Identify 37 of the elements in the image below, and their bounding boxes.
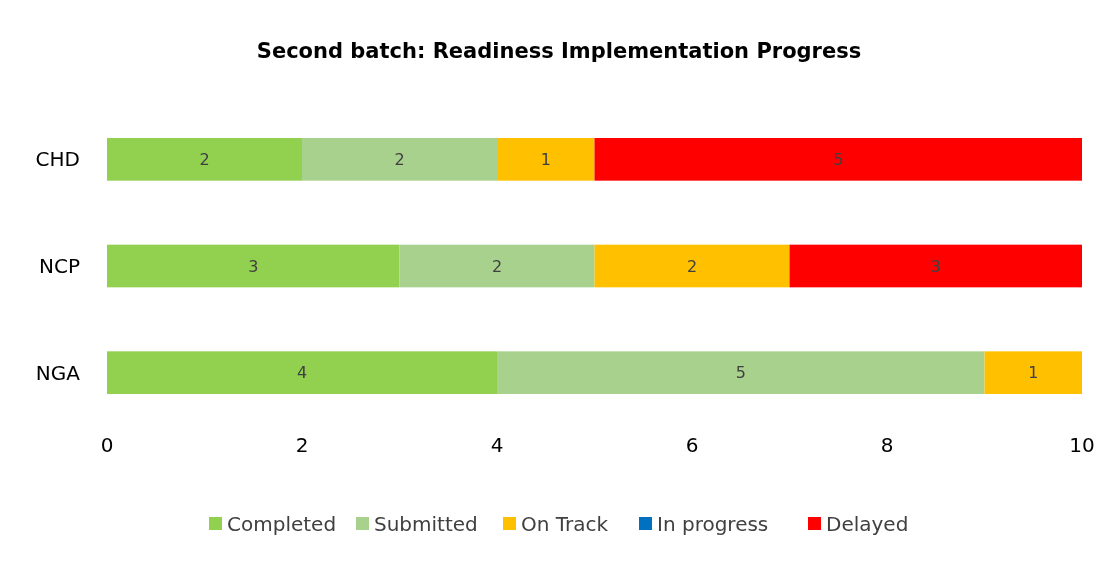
data-label: 1 <box>540 149 551 169</box>
data-label: 4 <box>296 363 308 383</box>
x-tick-label: 2 <box>295 433 309 457</box>
data-label: 2 <box>199 149 210 169</box>
legend-label: On Track <box>521 512 609 536</box>
data-label: 2 <box>686 256 698 276</box>
legend-label: Completed <box>227 512 337 536</box>
data-label: 1 <box>1028 363 1039 383</box>
y-tick-label: NCP <box>39 254 80 278</box>
x-tick-label: 6 <box>685 433 699 457</box>
legend-label: Delayed <box>826 512 909 536</box>
bar <box>497 138 595 181</box>
y-tick-label: CHD <box>35 147 80 172</box>
x-tick-label: 4 <box>490 433 504 457</box>
x-tick-label: 8 <box>880 433 894 457</box>
bar <box>107 138 302 181</box>
legend-label: Submitted <box>374 512 478 536</box>
bar <box>302 138 497 181</box>
bar <box>789 244 1082 288</box>
y-tick-label: NGA <box>35 360 81 385</box>
data-label: 2 <box>394 149 405 169</box>
data-label: 3 <box>930 256 941 276</box>
bar <box>107 351 497 394</box>
data-label: 3 <box>248 256 259 276</box>
x-tick-label: 0 <box>100 433 114 457</box>
legend-label: In progress <box>657 512 769 536</box>
chart-title: Second batch: Readiness Implementation Progress <box>256 39 862 63</box>
data-label: 5 <box>833 149 844 169</box>
bar <box>497 351 985 394</box>
data-label: 2 <box>491 256 503 276</box>
data-label: 5 <box>735 363 746 383</box>
bar <box>594 244 790 288</box>
x-tick-label: 10 <box>1069 433 1095 457</box>
bar <box>984 351 1082 394</box>
bar <box>594 138 1082 181</box>
bar <box>107 244 400 288</box>
bar <box>399 244 595 288</box>
